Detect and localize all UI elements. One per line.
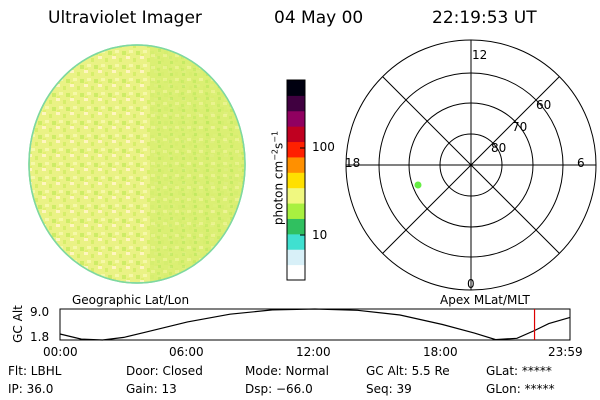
- instrument-title: Ultraviolet Imager: [48, 8, 202, 28]
- orbit-ytick-9: 9.0: [30, 305, 50, 319]
- colorbar-tick-100: 100: [312, 140, 335, 154]
- status-door: Door: Closed: [126, 364, 203, 378]
- status-glon: GLon: *****: [486, 382, 555, 396]
- orbit-right-title: Apex MLat/MLT: [440, 293, 530, 307]
- polar-diagonal-2: [382, 76, 560, 254]
- colorbar-segment: [287, 264, 305, 281]
- colorbar-segment: [287, 80, 305, 96]
- orbit-xtick-2359: 23:59: [548, 345, 583, 359]
- mlat-label-70: 70: [512, 120, 528, 134]
- colorbar-segment: [287, 249, 305, 266]
- polar-plot: [345, 39, 597, 291]
- date-label: 04 May 00: [274, 8, 364, 28]
- orbit-ylabel: GC Alt: [11, 305, 25, 343]
- colorbar-segment: [287, 156, 305, 173]
- status-seq: Seq: 39: [366, 382, 412, 396]
- colorbar-segment: [287, 141, 305, 158]
- orbit-xtick-1200: 12:00: [296, 345, 331, 359]
- status-ip: IP: 36.0: [8, 382, 54, 396]
- orbit-xtick-0000: 00:00: [43, 345, 78, 359]
- colorbar-frame: [286, 79, 306, 281]
- status-dsp: Dsp: −66.0: [245, 382, 313, 396]
- orbit-plot: [59, 308, 571, 341]
- colorbar-segment: [287, 126, 305, 143]
- orbit-xtick-0600: 06:00: [169, 345, 204, 359]
- mlat-label-80: 80: [491, 141, 507, 155]
- status-mode: Mode: Normal: [245, 364, 329, 378]
- colorbar-segment: [287, 110, 305, 127]
- mlt-label-6: 6: [577, 156, 585, 170]
- colorbar-segment: [287, 95, 305, 112]
- status-gc-alt: GC Alt: 5.5 Re: [366, 364, 450, 378]
- colorbar-segment: [287, 218, 305, 235]
- orbit-plot-frame: [59, 308, 571, 341]
- time-label: 22:19:53 UT: [432, 8, 537, 28]
- satellite-footprint-point: [414, 181, 422, 189]
- status-glat: GLat: *****: [486, 364, 552, 378]
- colorbar-unit-label: photon cm−2s−1: [270, 130, 286, 226]
- colorbar-segment: [287, 187, 305, 204]
- mlt-label-18: 18: [345, 156, 361, 170]
- colorbar-segment: [287, 172, 305, 189]
- mlt-label-0: 0: [467, 277, 475, 291]
- orbit-altitude-line: [59, 308, 570, 341]
- colorbar: [286, 79, 306, 281]
- colorbar-tick-10: 10: [312, 228, 328, 242]
- orbit-ytick-1-8: 1.8: [30, 330, 50, 344]
- orbit-left-title: Geographic Lat/Lon: [72, 293, 190, 307]
- status-filter: Flt: LBHL: [8, 364, 62, 378]
- orbit-xtick-1800: 18:00: [423, 345, 458, 359]
- colorbar-segment: [287, 203, 305, 219]
- status-gain: Gain: 13: [126, 382, 177, 396]
- colorbar-segment: [287, 233, 305, 250]
- uv-image-disc: [28, 44, 246, 284]
- mlt-label-12: 12: [472, 48, 488, 62]
- mlat-label-60: 60: [536, 98, 552, 112]
